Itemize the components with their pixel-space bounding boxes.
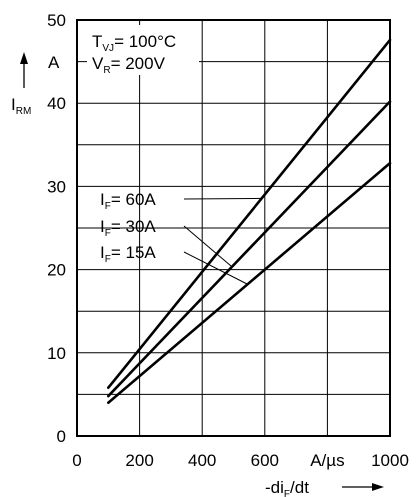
y-axis-label: IRM: [11, 95, 31, 117]
series-labels: IF= 60A IF= 30A IF= 15A: [100, 190, 156, 265]
grid: [77, 20, 390, 436]
y-tick-label: 20: [47, 261, 66, 280]
series-label: IF= 30A: [100, 217, 156, 239]
plot-frame: [76, 19, 391, 437]
condition-voltage: VR= 200V: [92, 54, 166, 76]
series-leader-line: [183, 197, 262, 200]
series-leader-line: [183, 251, 248, 285]
condition-temperature: TVJ= 100°C: [92, 32, 176, 54]
series-line-30a: [107, 100, 392, 398]
y-axis-arrowhead: [20, 52, 28, 64]
x-tick-label: 0: [72, 451, 81, 470]
series-lines: [107, 38, 392, 405]
series-label: IF= 60A: [100, 190, 156, 212]
x-tick-label: 600: [251, 451, 279, 470]
series-line-60a: [107, 38, 392, 390]
x-axis-arrowhead: [372, 483, 384, 491]
x-tick-label: 1000: [371, 451, 409, 470]
y-tick-label: 0: [57, 427, 66, 446]
conditions-box: [87, 25, 199, 75]
x-axis-label: -diF/dt: [265, 478, 309, 497]
y-tick-label: 10: [47, 344, 66, 363]
series-label: IF= 15A: [100, 243, 156, 265]
y-tick-label: 50: [47, 11, 66, 30]
x-tick-label: 400: [188, 451, 216, 470]
y-axis-unit: A: [48, 53, 60, 72]
series-leader-lines: [183, 197, 262, 285]
x-tick-label: 200: [125, 451, 153, 470]
y-tick-label: 40: [47, 94, 66, 113]
series-line-15a: [107, 161, 392, 405]
y-tick-label: 30: [47, 177, 66, 196]
tick-labels: 0 200 400 600 A/µs 1000 0 10 20 30 40 50: [47, 11, 409, 470]
series-leader-line: [183, 225, 233, 268]
x-tick-label: A/µs: [310, 451, 344, 470]
